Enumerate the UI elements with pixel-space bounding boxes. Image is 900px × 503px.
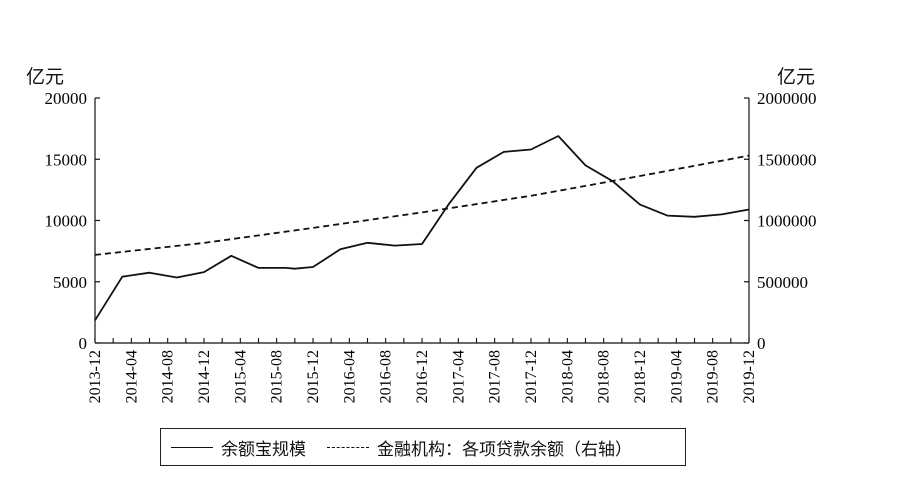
x-tick-label: 2019-08	[705, 350, 722, 403]
series-layer	[94, 135, 750, 321]
right-tick-label: 0	[757, 334, 766, 353]
right-axis-unit: 亿元	[777, 66, 816, 88]
right-tick-label: 500000	[757, 273, 808, 292]
left-tick-label: 15000	[45, 150, 88, 169]
x-tick-label: 2019-04	[668, 350, 685, 403]
legend-item-loans: 金融机构：各项贷款余额（右轴）	[327, 429, 632, 465]
left-tick-label: 0	[79, 334, 88, 353]
x-tick-label: 2013-12	[87, 350, 104, 403]
x-tick-label: 2019-12	[741, 350, 758, 403]
x-tick-label: 2014-04	[123, 350, 140, 403]
left-y-axis: 0 5000 10000 15000 20000	[45, 89, 100, 353]
left-axis-unit: 亿元	[26, 66, 65, 88]
x-tick-label: 2016-04	[341, 350, 358, 403]
x-tick-label: 2016-08	[378, 350, 395, 403]
legend-item-yuebao: 余额宝规模	[171, 429, 306, 465]
legend-swatch-dashed	[327, 446, 369, 448]
x-tick-label: 2017-08	[487, 350, 504, 403]
x-tick-label: 2015-04	[232, 350, 249, 403]
series-line-loans	[94, 154, 750, 256]
left-tick-label: 10000	[45, 212, 88, 231]
x-axis: 2013-12 2014-04 2014-08 2014-12 2015-04 2015-…	[87, 338, 758, 403]
x-tick-label: 2014-12	[196, 350, 213, 403]
left-tick-label: 20000	[45, 89, 88, 108]
x-tick-label: 2018-04	[559, 350, 576, 403]
right-y-axis: 0 500000 1000000 1500000 2000000	[744, 89, 817, 353]
x-tick-label: 2015-12	[305, 350, 322, 403]
x-tick-label: 2018-08	[596, 350, 613, 403]
legend: 余额宝规模 金融机构：各项贷款余额（右轴）	[160, 428, 686, 466]
legend-swatch-solid	[171, 446, 213, 448]
x-tick-label: 2018-12	[632, 350, 649, 403]
series-line-yuebao	[94, 135, 750, 321]
legend-label-yuebao: 余额宝规模	[221, 439, 306, 460]
x-tick-label: 2017-04	[450, 350, 467, 403]
x-tick-label: 2017-12	[523, 350, 540, 403]
right-tick-label: 2000000	[757, 89, 817, 108]
legend-label-loans: 金融机构：各项贷款余额（右轴）	[377, 439, 632, 460]
right-tick-label: 1000000	[757, 212, 817, 231]
left-tick-label: 5000	[53, 273, 87, 292]
right-tick-label: 1500000	[757, 150, 817, 169]
x-tick-label: 2016-12	[414, 350, 431, 403]
x-tick-label: 2014-08	[160, 350, 177, 403]
x-tick-label: 2015-08	[269, 350, 286, 403]
